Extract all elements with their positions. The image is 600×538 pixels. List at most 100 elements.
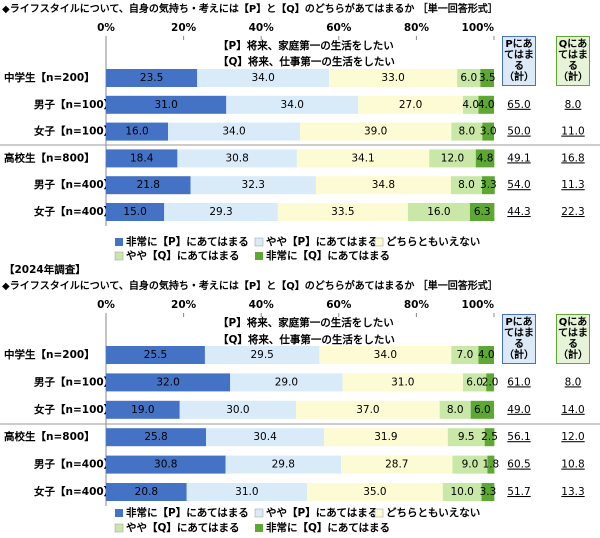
value-label: 39.0 bbox=[364, 126, 387, 138]
value-label: 31.0 bbox=[391, 376, 414, 388]
x-tick-label: 40% bbox=[249, 22, 275, 34]
total-value: 54.0 bbox=[507, 179, 530, 191]
legend-label: 非常に【Q】にあてはまる bbox=[266, 521, 390, 534]
value-label: 29.3 bbox=[209, 206, 232, 218]
bar-segment bbox=[177, 149, 297, 168]
legend-swatch bbox=[374, 508, 384, 518]
category-label: 男子【n=100】 bbox=[34, 375, 114, 388]
value-label: 8.0 bbox=[447, 404, 464, 416]
bar-segment bbox=[442, 483, 482, 501]
category-label: 中学生【n=200】 bbox=[4, 348, 95, 361]
bar-segment bbox=[186, 483, 307, 501]
total-value: 11.3 bbox=[561, 179, 584, 191]
value-label: 29.0 bbox=[275, 376, 298, 388]
value-label: 30.8 bbox=[154, 459, 177, 471]
value-label: 29.8 bbox=[272, 459, 295, 471]
bar-segment bbox=[106, 400, 180, 419]
bar-segment bbox=[487, 455, 495, 474]
chart-title: ◆ライフスタイルについて、自身の気持ち・考えには【P】と【Q】のどちらがあてはま… bbox=[2, 279, 498, 292]
value-label: 34.0 bbox=[222, 126, 245, 138]
total-value: 14.0 bbox=[561, 404, 584, 416]
value-label: 32.3 bbox=[242, 179, 265, 191]
category-label: 女子【n=100】 bbox=[34, 125, 114, 138]
bar-segment bbox=[484, 428, 495, 447]
bar-segment bbox=[475, 149, 495, 168]
total-value: 50.0 bbox=[507, 126, 530, 138]
value-label: 30.0 bbox=[226, 404, 249, 416]
bar-segment bbox=[478, 95, 494, 114]
value-label: 1.8 bbox=[483, 459, 500, 471]
bar-segment bbox=[106, 149, 178, 168]
bar-segment bbox=[164, 203, 278, 221]
bar-segment bbox=[457, 69, 481, 87]
bar-segment bbox=[481, 176, 495, 195]
category-label: 男子【n=400】 bbox=[34, 458, 114, 471]
value-label: 9.0 bbox=[462, 459, 479, 471]
bar-segment bbox=[462, 373, 487, 392]
total-value: 12.0 bbox=[561, 431, 584, 443]
value-label: 8.0 bbox=[458, 179, 475, 191]
bar-segment bbox=[106, 455, 226, 474]
total-header: Qにあてはまる（計） bbox=[556, 36, 590, 86]
legend-swatch bbox=[254, 508, 264, 518]
value-label: 19.0 bbox=[131, 404, 154, 416]
bar-segment bbox=[451, 122, 483, 141]
bar-segment bbox=[277, 203, 408, 221]
value-label: 33.5 bbox=[331, 206, 354, 218]
bar-segment bbox=[482, 122, 494, 141]
value-label: 30.4 bbox=[253, 431, 277, 443]
bar-segment bbox=[429, 149, 476, 168]
value-label: 15.0 bbox=[123, 206, 146, 218]
subtitle: 【Q】将来、仕事第一の生活をしたい bbox=[218, 55, 395, 68]
bar-segment bbox=[315, 176, 451, 195]
legend-swatch bbox=[115, 238, 123, 246]
value-label: 3.3 bbox=[480, 179, 497, 191]
legend-swatch bbox=[374, 237, 384, 247]
value-label: 6.0 bbox=[460, 72, 477, 84]
total-header: Pにあてはまる（計） bbox=[502, 314, 536, 364]
value-label: 34.0 bbox=[281, 99, 304, 111]
total-value: 13.3 bbox=[561, 486, 584, 498]
legend-label: 非常に【P】にあてはまる bbox=[126, 235, 249, 248]
x-tick-label: 60% bbox=[326, 299, 352, 311]
legend-label: どちらともいえない bbox=[386, 235, 480, 248]
value-label: 20.8 bbox=[135, 486, 158, 498]
legend-label: やや【P】にあてはまる bbox=[266, 506, 378, 519]
value-label: 6.0 bbox=[474, 404, 491, 416]
x-tick-label: 60% bbox=[326, 22, 352, 34]
value-label: 27.0 bbox=[399, 99, 422, 111]
subtitle: 【Q】将来、仕事第一の生活をしたい bbox=[218, 333, 395, 346]
x-tick-label: 20% bbox=[171, 22, 197, 34]
x-tick-label: 100% bbox=[462, 22, 495, 34]
legend-label: 非常に【P】にあてはまる bbox=[126, 506, 249, 519]
bar-segment bbox=[106, 373, 231, 392]
bar-segment bbox=[204, 346, 320, 364]
category-label: 中学生【n=200】 bbox=[4, 71, 95, 84]
total-header: Qにあてはまる（計） bbox=[556, 314, 590, 364]
value-label: 25.5 bbox=[144, 349, 167, 361]
value-label: 34.8 bbox=[372, 179, 395, 191]
value-label: 16.0 bbox=[427, 206, 450, 218]
value-label: 3.0 bbox=[480, 126, 497, 138]
bar-segment bbox=[324, 428, 448, 447]
total-value: 8.0 bbox=[565, 376, 582, 388]
bar-segment bbox=[106, 95, 227, 114]
x-tick-label: 20% bbox=[171, 299, 197, 311]
bar-segment bbox=[300, 122, 452, 141]
legend-swatch bbox=[254, 237, 264, 247]
value-label: 34.1 bbox=[351, 152, 374, 164]
category-label: 高校生【n=800】 bbox=[4, 151, 95, 164]
total-value: 8.0 bbox=[565, 99, 582, 111]
value-label: 4.0 bbox=[478, 99, 495, 111]
value-label: 4.0 bbox=[462, 99, 479, 111]
bar-segment bbox=[306, 483, 443, 501]
bar-segment bbox=[168, 122, 300, 141]
bar-segment bbox=[358, 95, 463, 114]
bar-segment bbox=[106, 483, 187, 501]
x-tick-label: 40% bbox=[249, 299, 275, 311]
legend-label: どちらともいえない bbox=[386, 506, 480, 519]
chart-title: ◆ライフスタイルについて、自身の気持ち・考えには【P】と【Q】のどちらがあてはま… bbox=[2, 2, 498, 15]
bar-segment bbox=[106, 122, 169, 141]
subtitle: 【P】将来、家庭第一の生活をしたい bbox=[218, 316, 394, 329]
